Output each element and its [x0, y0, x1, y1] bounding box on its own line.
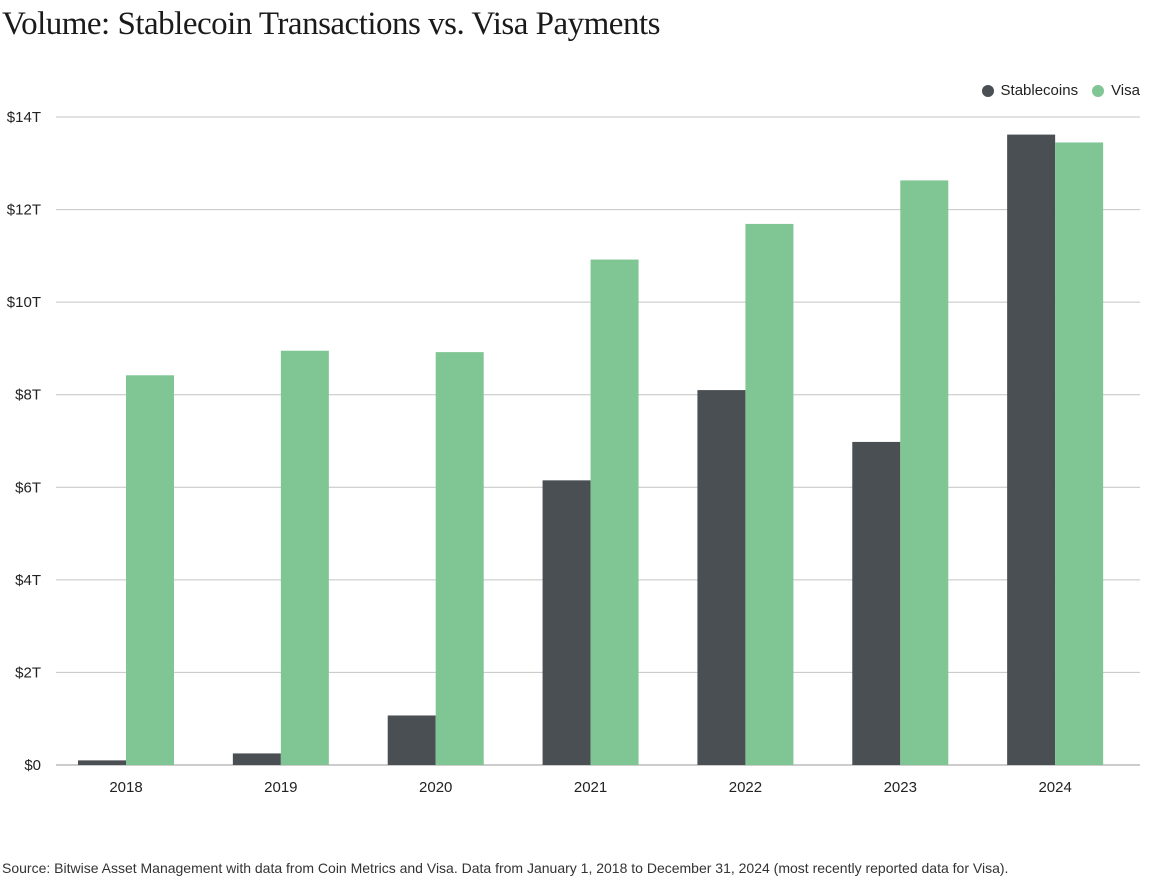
y-tick-label-1: $2T	[15, 664, 41, 681]
y-tick-label-5: $10T	[7, 294, 41, 311]
bar-visa-2023	[900, 180, 949, 765]
bar-visa-2020	[435, 352, 484, 765]
bar-stablecoins-2021	[542, 480, 591, 765]
bar-visa-2022	[745, 223, 794, 766]
legend-label-stablecoins: Stablecoins	[1000, 82, 1079, 99]
y-tick-label-4: $8T	[15, 387, 41, 404]
legend-swatch-stablecoins	[981, 84, 994, 97]
legend-item-stablecoins: Stablecoins	[981, 82, 1079, 99]
bar-stablecoins-2020	[387, 715, 436, 765]
bar-visa-2019	[280, 350, 329, 765]
bar-stablecoins-2024	[1007, 134, 1056, 766]
legend-swatch-visa	[1092, 84, 1105, 97]
x-tick-label-2020: 2020	[419, 779, 452, 796]
y-tick-label-0: $0	[24, 757, 41, 774]
x-tick-label-2022: 2022	[729, 779, 762, 796]
y-tick-label-6: $12T	[7, 202, 41, 219]
y-tick-label-7: $14T	[7, 109, 41, 126]
x-tick-label-2023: 2023	[884, 779, 917, 796]
y-tick-label-2: $4T	[15, 572, 41, 589]
bar-visa-2024	[1055, 142, 1104, 765]
y-tick-label-3: $6T	[15, 479, 41, 496]
legend: Stablecoins Visa	[968, 82, 1140, 99]
source-note: Source: Bitwise Asset Management with da…	[2, 860, 1009, 876]
x-tick-label-2018: 2018	[109, 779, 142, 796]
legend-label-visa: Visa	[1111, 82, 1140, 99]
x-tick-label-2021: 2021	[574, 779, 607, 796]
bar-visa-2021	[590, 259, 639, 765]
chart-title: Volume: Stablecoin Transactions vs. Visa…	[2, 6, 660, 42]
bar-stablecoins-2023	[852, 441, 901, 765]
legend-item-visa: Visa	[1092, 82, 1140, 99]
bar-stablecoins-2018	[78, 760, 126, 765]
bar-visa-2018	[126, 375, 174, 765]
x-tick-label-2019: 2019	[264, 779, 297, 796]
bar-stablecoins-2022	[697, 390, 746, 765]
bar-stablecoins-2019	[232, 753, 281, 765]
x-tick-label-2024: 2024	[1038, 779, 1071, 796]
